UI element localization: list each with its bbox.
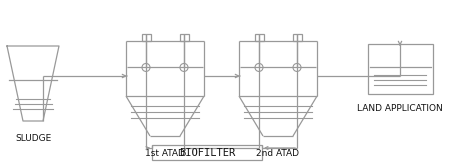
Bar — [152, 145, 262, 160]
Text: 1st ATAD: 1st ATAD — [145, 149, 185, 158]
Bar — [180, 34, 189, 41]
Text: BIOFILTER: BIOFILTER — [179, 148, 235, 158]
Text: LAND APPLICATION: LAND APPLICATION — [357, 104, 443, 113]
Text: 2nd ATAD: 2nd ATAD — [257, 149, 299, 158]
Bar — [368, 44, 433, 94]
Bar — [142, 34, 151, 41]
Bar — [293, 34, 302, 41]
Text: SLUDGE: SLUDGE — [15, 134, 51, 143]
Bar — [255, 34, 264, 41]
